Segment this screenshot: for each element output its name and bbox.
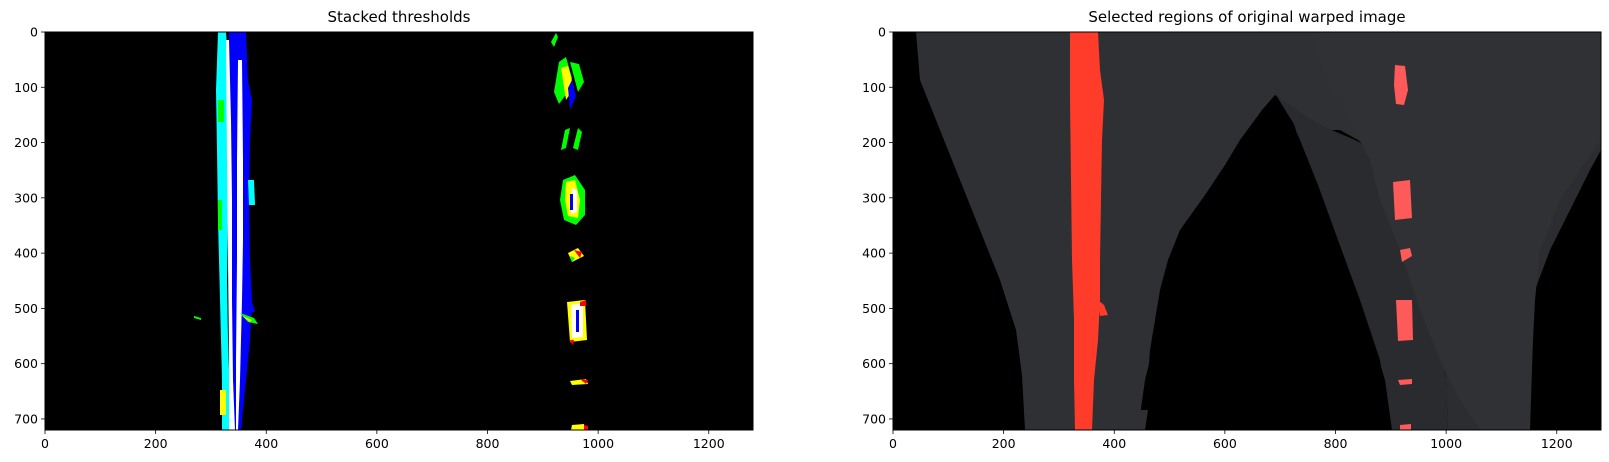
right-panel-title: Selected regions of original warped imag… <box>1088 8 1406 26</box>
right-lane-dash-6 <box>1400 424 1411 430</box>
right-y-tick-label: 200 <box>862 135 886 150</box>
left-y-tick-label: 300 <box>14 190 38 205</box>
left-x-tick-label: 200 <box>144 436 168 451</box>
axis-ticks: 0 200 400 600 800 1000 12000100200300400500600… <box>14 25 1573 452</box>
right-y-tick-label: 400 <box>862 246 886 261</box>
left-y-tick-label: 0 <box>30 25 38 40</box>
right-x-tick-label: 600 <box>1213 436 1237 451</box>
right-y-tick-label: 500 <box>862 301 886 316</box>
left-y-tick-label: 400 <box>14 246 38 261</box>
right-lane-dash-3 <box>1400 248 1412 262</box>
left-y-tick-label: 500 <box>14 301 38 316</box>
left-x-tick-label: 1000 <box>582 436 614 451</box>
left-x-tick-label: 0 <box>41 436 49 451</box>
left-image <box>44 31 754 431</box>
right-lane-dash-5 <box>1398 379 1412 385</box>
left-x-tick-label: 400 <box>254 436 278 451</box>
left-lane-region <box>1070 32 1104 430</box>
right-lane-dash-1 <box>1394 65 1408 105</box>
right-lane-threshold <box>551 33 588 430</box>
left-y-tick-label: 100 <box>14 80 38 95</box>
left-x-tick-label: 600 <box>365 436 389 451</box>
right-lane-dash-4 <box>1396 300 1413 341</box>
right-y-tick-label: 300 <box>862 190 886 205</box>
right-x-tick-label: 1200 <box>1541 436 1573 451</box>
left-axes-frame <box>44 31 754 431</box>
left-y-tick-label: 700 <box>14 411 38 426</box>
right-x-tick-label: 1000 <box>1430 436 1462 451</box>
right-y-tick-label: 0 <box>878 25 886 40</box>
right-y-tick-label: 700 <box>862 411 886 426</box>
left-y-tick-label: 600 <box>14 356 38 371</box>
left-x-tick-label: 800 <box>476 436 500 451</box>
left-y-tick-label: 200 <box>14 135 38 150</box>
right-image <box>892 31 1602 431</box>
black-wedge <box>1138 95 1390 430</box>
right-y-tick-label: 100 <box>862 80 886 95</box>
left-x-tick-label: 1200 <box>693 436 725 451</box>
right-x-tick-label: 400 <box>1102 436 1126 451</box>
right-y-tick-label: 600 <box>862 356 886 371</box>
right-x-tick-label: 200 <box>992 436 1016 451</box>
right-axes-frame <box>892 31 1602 431</box>
right-x-tick-label: 0 <box>889 436 897 451</box>
right-x-tick-label: 800 <box>1324 436 1348 451</box>
warped-road-region <box>916 32 1430 430</box>
right-lane-dash-2 <box>1393 180 1412 220</box>
left-image-background <box>45 32 753 430</box>
left-lane-threshold <box>194 32 258 430</box>
left-panel-title: Stacked thresholds <box>327 8 471 26</box>
